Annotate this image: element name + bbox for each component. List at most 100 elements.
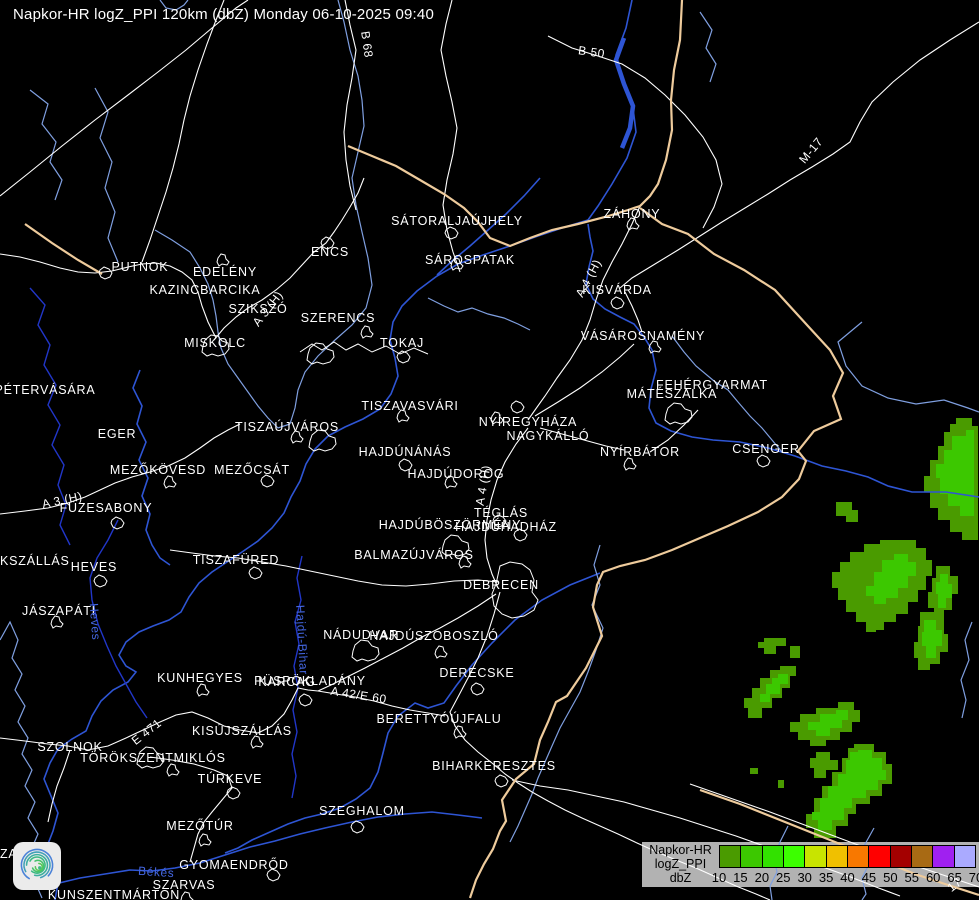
legend-tick: 45 <box>861 870 877 885</box>
city-label: MEZŐTÚR <box>166 818 233 833</box>
road-label: B 50 <box>577 43 605 61</box>
city-label: HEVES <box>71 560 117 574</box>
city-label: PUTNOK <box>112 260 169 274</box>
city-label: TOKAJ <box>380 336 424 350</box>
city-label: NÁDUDVAR <box>323 627 399 642</box>
city-label: NYÍRBÁTOR <box>600 444 680 459</box>
city-label: SZIKSZÓ <box>228 301 287 316</box>
city-label: NAGYKÁLLÓ <box>507 428 590 443</box>
city-label: ZA <box>0 847 18 861</box>
legend-color-scale <box>719 845 976 868</box>
city-label: SÁTORALJAÚJHELY <box>391 213 523 228</box>
legend-swatch <box>868 845 891 868</box>
echo-layer <box>744 418 978 838</box>
city-label: MISKOLC <box>184 336 246 350</box>
legend-tick: 70 <box>968 870 979 885</box>
city-label: TÚRKEVE <box>198 771 263 786</box>
spiral-storm-icon <box>20 848 54 882</box>
city-label: HAJDÚSZOBOSZLÓ <box>369 628 498 643</box>
legend-tick: 25 <box>776 870 791 885</box>
city-label: TISZAÚJVÁROS <box>235 419 339 434</box>
city-label: HAJDÚBÖSZÖRMÉNY <box>379 517 522 532</box>
city-label: HAJDÚDOROG <box>408 466 505 481</box>
city-label: SÁROSPATAK <box>425 252 515 267</box>
city-label: GYOMAENDRŐD <box>179 857 289 872</box>
legend-swatch <box>804 845 827 868</box>
city-label: VÁSÁROSNAMÉNY <box>581 328 705 343</box>
legend-tick: 10 <box>711 870 727 885</box>
city-label: ZÁHONY <box>604 206 661 221</box>
city-label: TISZAFÜRED <box>193 553 279 567</box>
city-label: HAJDÚNÁNÁS <box>359 444 452 459</box>
city-label: CSENGER <box>732 442 799 456</box>
city-label: HAJDÚHADHÁZ <box>455 519 557 534</box>
road-label: A 42/E 60 <box>330 684 388 707</box>
settlement-outline-layer <box>50 217 771 900</box>
county-label: Békés <box>138 864 175 881</box>
legend-tick: 30 <box>797 870 812 885</box>
county-border-layer <box>29 287 303 799</box>
legend-swatch <box>719 845 742 868</box>
legend-tick: 40 <box>840 870 855 885</box>
city-label: MEZŐCSÁT <box>214 462 290 477</box>
legend-tick: 65 <box>947 870 962 885</box>
legend-tick: 35 <box>818 870 834 885</box>
legend-product-text: Napkor-HR logZ_PPI dbZ <box>642 843 719 885</box>
city-label: TÉGLÁS <box>474 505 528 520</box>
road-label: A 4 (H) <box>473 464 494 507</box>
road-label: B 68 <box>358 30 376 58</box>
legend-swatch <box>761 845 784 868</box>
city-label: MEZŐKÖVESD <box>110 462 206 477</box>
legend-swatch <box>889 845 912 868</box>
city-label: BERETTYÓÚJFALU <box>376 711 501 726</box>
city-label: SZARVAS <box>153 878 216 892</box>
legend-product-line: Napkor-HR <box>649 843 712 857</box>
road-label: 17 <box>945 875 965 895</box>
legend-swatch <box>932 845 955 868</box>
county-label: Heves <box>87 603 104 641</box>
city-label: KUNHEGYES <box>157 671 243 685</box>
weather-service-logo <box>13 842 61 890</box>
legend-tick-row: 10 15 20 25 30 35 40 45 50 55 60 65 70 <box>642 870 979 885</box>
city-label: SZEGHALOM <box>319 804 405 818</box>
city-label: SZOLNOK <box>37 740 102 754</box>
legend-tick: 15 <box>733 870 748 885</box>
city-label: EGER <box>98 427 137 441</box>
city-label: KISVÁRDA <box>582 282 652 297</box>
city-label: MÁTÉSZALKA <box>627 386 718 401</box>
legend-product-line: dbZ <box>669 871 692 885</box>
city-label: PÜSPÖKLADÁNY <box>254 673 366 688</box>
reflectivity-legend: Napkor-HR logZ_PPI dbZ 10 15 20 25 30 35 40 45 50 5… <box>642 842 979 887</box>
legend-swatch <box>740 845 763 868</box>
city-label: SZERENCS <box>301 311 375 325</box>
city-label: TISZAVASVÁRI <box>361 398 458 413</box>
road-label: E 471 <box>129 716 164 748</box>
radar-title: Napkor-HR logZ_PPI 120km (dbZ) Monday 06… <box>13 6 435 23</box>
legend-tick: 20 <box>754 870 770 885</box>
city-label: KSZÁLLÁS <box>0 553 70 568</box>
city-label: ENCS <box>311 245 349 259</box>
city-label: PÉTERVÁSÁRA <box>0 382 95 397</box>
city-label: DERECSKE <box>439 666 514 680</box>
legend-product-line: logZ_PPI <box>654 857 707 871</box>
label-layer: PUTNOK EDELÉNY KAZINCBARCIKA ENCS SZIKSZÓ SZE… <box>0 30 965 900</box>
city-label: NYÍREGYHÁZA <box>479 414 577 429</box>
city-label: BIHARKERESZTES <box>432 759 556 773</box>
city-label: KISÚJSZÁLLÁS <box>192 723 292 738</box>
legend-swatch <box>825 845 848 868</box>
city-label: BALMAZÚJVÁROS <box>354 547 473 562</box>
city-label: EDELÉNY <box>193 264 257 279</box>
legend-swatch <box>846 845 870 868</box>
city-label: KUNSZENTMÁRTON <box>48 887 180 900</box>
legend-swatch <box>953 845 976 868</box>
legend-tick: 55 <box>904 870 919 885</box>
city-label: FÜZESABONY <box>60 501 153 515</box>
county-label: Hajdú-Bihar <box>293 604 311 675</box>
legend-tick: 60 <box>925 870 941 885</box>
city-label: TÖRÖKSZENTMIKLÓS <box>80 750 225 765</box>
city-label: DEBRECEN <box>463 578 539 592</box>
legend-tick: 50 <box>883 870 898 885</box>
